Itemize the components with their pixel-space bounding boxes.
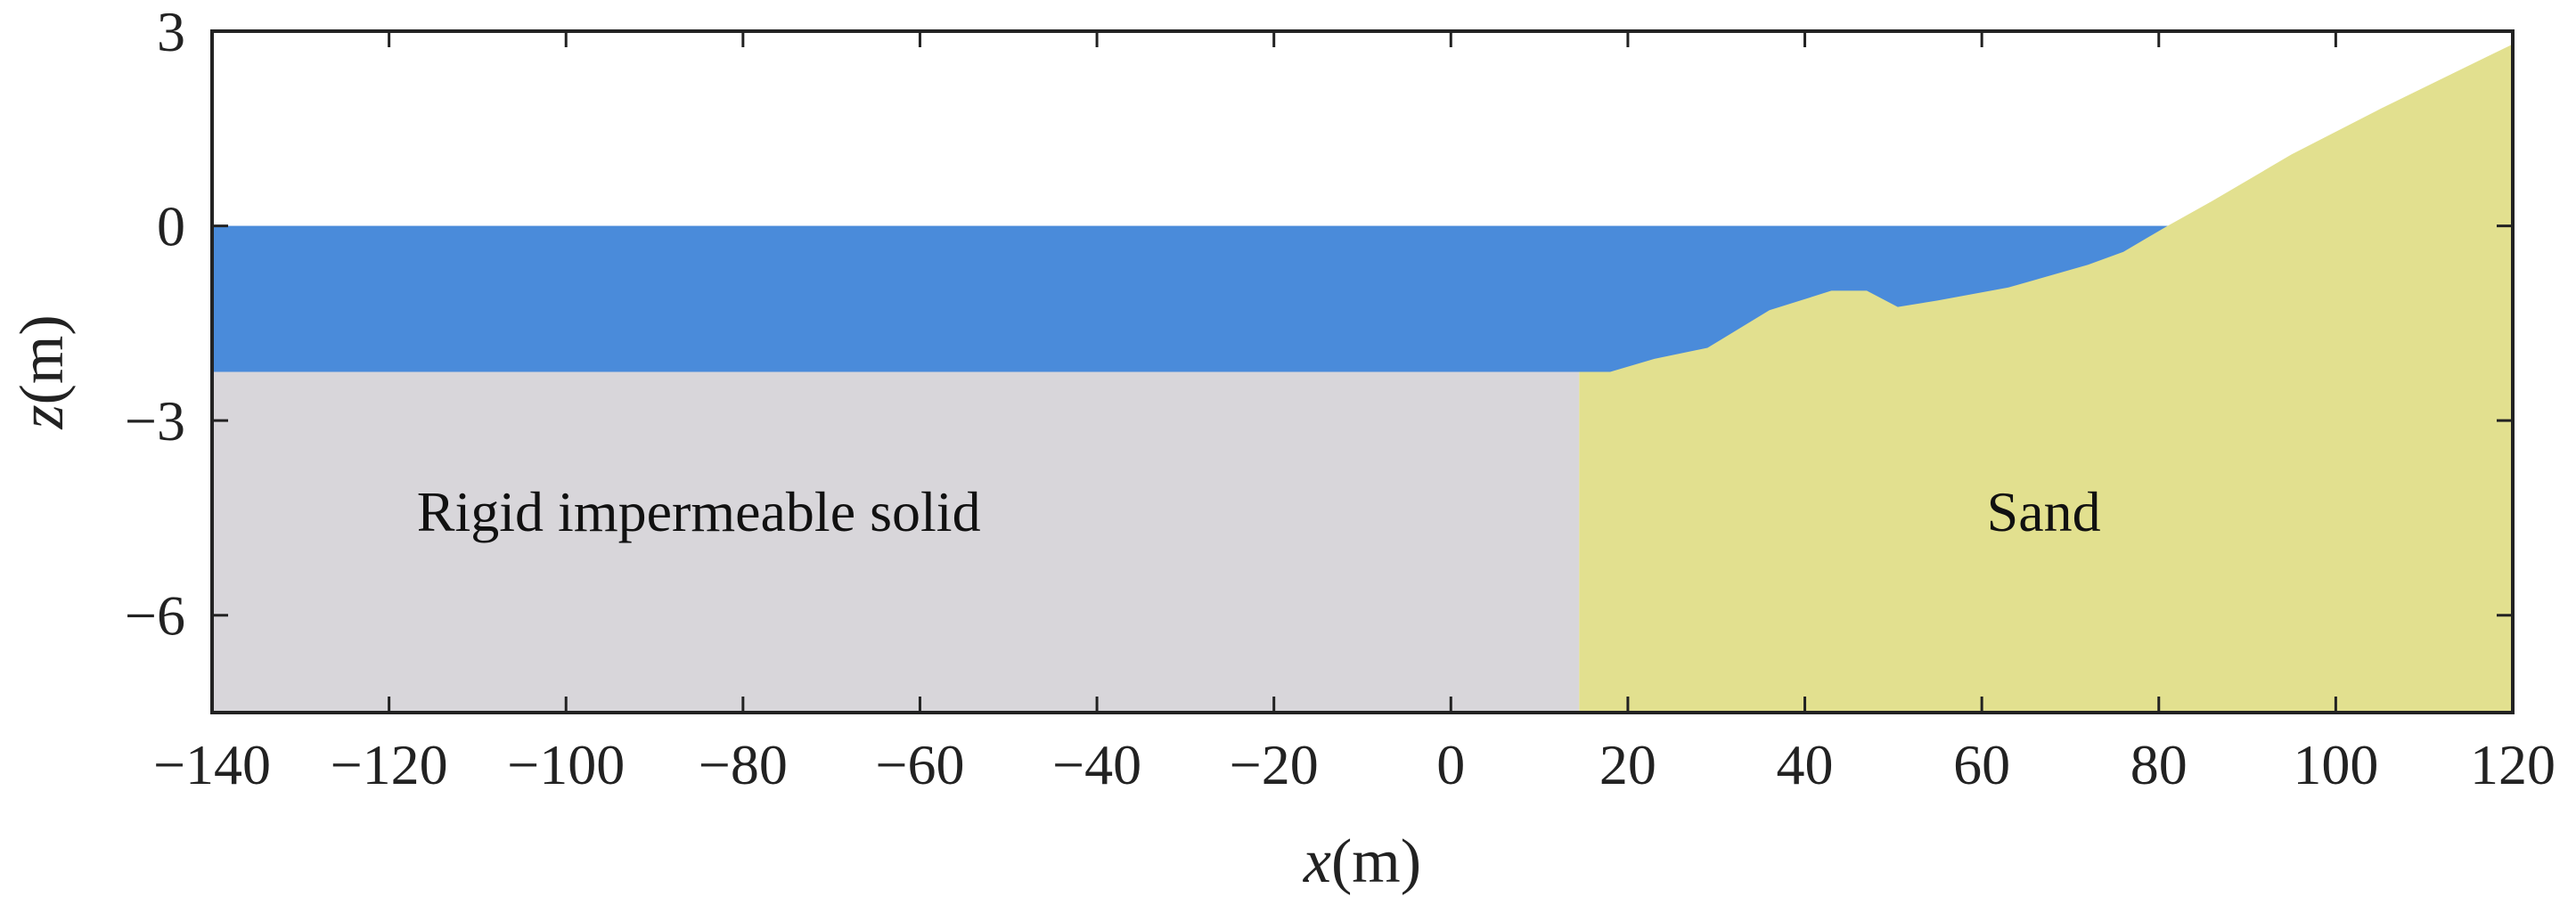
x-tick-label: 60 [1953, 733, 2010, 796]
sand-label: Sand [1987, 480, 2101, 543]
x-axis-label: x(m) [1303, 827, 1421, 896]
y-tick-label: −6 [125, 584, 185, 648]
y-axis-unit: (m) [8, 314, 77, 404]
x-tick-label: −80 [699, 733, 788, 796]
x-tick-label: 120 [2470, 733, 2556, 796]
x-tick-label: −20 [1230, 733, 1319, 796]
plot-area [212, 44, 2513, 713]
x-tick-label: 80 [2130, 733, 2188, 796]
y-axis-var: z [8, 404, 77, 429]
sand-region [1579, 44, 2513, 713]
x-tick-label: 20 [1599, 733, 1656, 796]
x-tick-label: −120 [331, 733, 448, 796]
rigid-solid-region [212, 371, 1580, 713]
axis-ticks [210, 29, 2515, 713]
tick-labels: −140 −120 −100 −80 −60 −40 −20 0 20 40 60 80 100 1203… [125, 0, 2556, 796]
y-tick-label: −3 [125, 389, 185, 452]
x-tick-label: 0 [1436, 733, 1465, 796]
rigid-solid-label: Rigid impermeable solid [417, 480, 981, 543]
x-tick-label: −60 [875, 733, 964, 796]
x-tick-label: −140 [153, 733, 271, 796]
x-axis-var: x [1303, 827, 1331, 896]
x-tick-label: −100 [507, 733, 625, 796]
y-axis-label: z(m) [8, 314, 77, 429]
plot-frame [210, 29, 2515, 714]
x-tick-label: 40 [1777, 733, 1834, 796]
x-tick-label: −40 [1052, 733, 1141, 796]
x-tick-label: 100 [2293, 733, 2378, 796]
y-tick-label: 3 [157, 0, 185, 63]
y-tick-label: 0 [157, 195, 185, 258]
x-axis-unit: (m) [1331, 827, 1421, 896]
